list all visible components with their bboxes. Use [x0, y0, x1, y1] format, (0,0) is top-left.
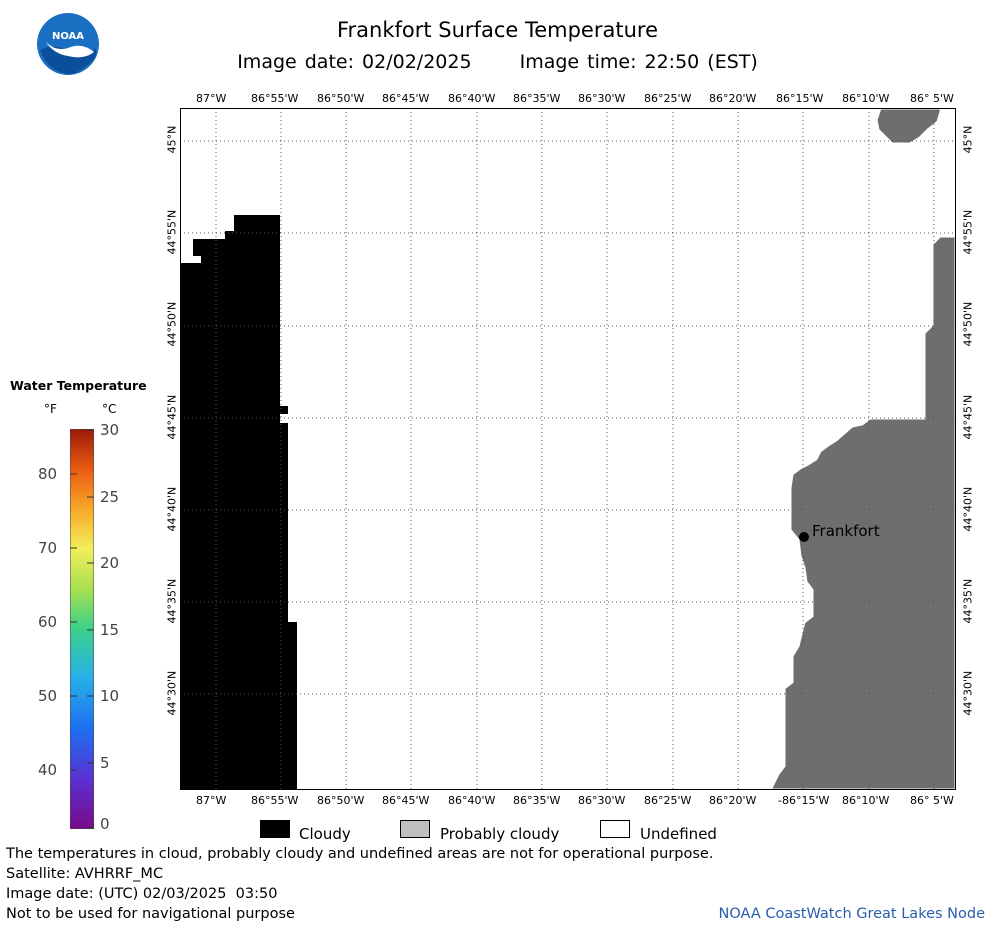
lon-label: 86° 5'W [910, 92, 954, 105]
c-tick: 5 [100, 754, 110, 772]
lat-label-right: 44°45'N [961, 394, 975, 440]
image-datetime: Image date: 02/02/2025 Image time: 22:50… [0, 51, 995, 73]
land-region [767, 234, 958, 792]
cloudy-region [180, 215, 297, 790]
lon-label: 86°25'W [644, 794, 692, 807]
lon-label: 86°35'W [513, 92, 561, 105]
c-tick: 30 [100, 421, 120, 439]
lon-label: 86°40'W [448, 92, 496, 105]
lat-label-right: 44°35'N [961, 578, 975, 624]
lat-label-right: 44°50'N [961, 301, 975, 347]
noaa-logo: NOAA [36, 12, 100, 76]
f-tick: 40 [38, 761, 58, 779]
lon-label: 86°20'W [709, 92, 757, 105]
c-tick: 15 [100, 621, 120, 639]
lat-label-left: 44°45'N [165, 394, 179, 440]
credit: NOAA CoastWatch Great Lakes Node [718, 906, 985, 922]
colorbar [69, 428, 95, 830]
f-tick: 60 [38, 613, 58, 631]
legend-swatch-cloudy [260, 820, 290, 838]
frankfort-marker [799, 532, 809, 542]
image-date: Image date: 02/02/2025 [237, 51, 472, 73]
lon-label: 86°30'W [578, 794, 626, 807]
c-tick: 10 [100, 687, 120, 705]
legend-label-probably-cloudy: Probably cloudy [440, 825, 560, 843]
map-grid [180, 108, 956, 790]
c-tick: 25 [100, 488, 120, 506]
lon-label: 86°10'W [842, 92, 890, 105]
lat-label-left: 45°N [165, 125, 179, 154]
satellite: Satellite: AVHRRF_MC [6, 866, 164, 882]
legend-label-undefined: Undefined [640, 825, 717, 843]
c-tick: 0 [100, 815, 110, 833]
lon-label: 86°35'W [513, 794, 561, 807]
legend-swatch-undefined [600, 820, 630, 838]
map-svg [180, 106, 958, 792]
legend-label-cloudy: Cloudy [299, 825, 351, 843]
lon-label: 86°45'W [382, 92, 430, 105]
lon-label: 87°W [196, 794, 227, 807]
lon-label: 86°25'W [644, 92, 692, 105]
lon-label: 86°40'W [448, 794, 496, 807]
lat-label-right: 44°55'N [961, 209, 975, 255]
lon-label: 86°55'W [251, 794, 299, 807]
lat-label-left: 44°40'N [165, 486, 179, 532]
lon-labels-top: 87°W 86°55'W 86°50'W 86°45'W 86°40'W 86°… [0, 92, 995, 108]
lon-labels-bottom: 87°W 86°55'W 86°50'W 86°45'W 86°40'W 86°… [0, 794, 995, 810]
nav-warning: Not to be used for navigational purpose [6, 906, 295, 922]
utc-date: Image date: (UTC) 02/03/2025 03:50 [6, 886, 278, 902]
lat-label-left: 44°50'N [165, 301, 179, 347]
lon-label: 86°50'W [317, 92, 365, 105]
colorbar-title: Water Temperature [10, 378, 147, 393]
svg-text:NOAA: NOAA [52, 31, 84, 42]
lon-label: 86° 5'W [910, 794, 954, 807]
lat-label-right: 44°30'N [961, 670, 975, 716]
lon-label: 87°W [196, 92, 227, 105]
image-time: Image time: 22:50 (EST) [519, 51, 758, 73]
unit-fahrenheit: °F [44, 402, 57, 416]
lon-label: -86°15'W [778, 794, 830, 807]
lon-label: 86°10'W [842, 794, 890, 807]
lat-label-right: 44°40'N [961, 486, 975, 532]
page-title: Frankfort Surface Temperature [336, 18, 658, 42]
lon-label: 86°50'W [317, 794, 365, 807]
lat-label-right: 45°N [961, 125, 975, 154]
disclaimer: The temperatures in cloud, probably clou… [6, 846, 714, 862]
lon-label: 86°20'W [709, 794, 757, 807]
legend-swatch-probably-cloudy [400, 820, 430, 838]
lon-label: 86°55'W [251, 92, 299, 105]
f-tick: 70 [38, 539, 58, 557]
unit-celsius: °C [102, 402, 117, 416]
lat-label-left: 44°30'N [165, 670, 179, 716]
f-tick: 50 [38, 687, 58, 705]
f-tick: 80 [38, 465, 58, 483]
map-border [180, 108, 956, 790]
c-tick: 20 [100, 554, 120, 572]
map-panel: Frankfort [180, 106, 958, 792]
lon-label: 86°45'W [382, 794, 430, 807]
lat-label-left: 44°55'N [165, 209, 179, 255]
land-north [874, 106, 944, 146]
lat-label-left: 44°35'N [165, 578, 179, 624]
lon-label: 86°15'W [776, 92, 824, 105]
city-label: Frankfort [812, 522, 880, 540]
lon-label: 86°30'W [578, 92, 626, 105]
